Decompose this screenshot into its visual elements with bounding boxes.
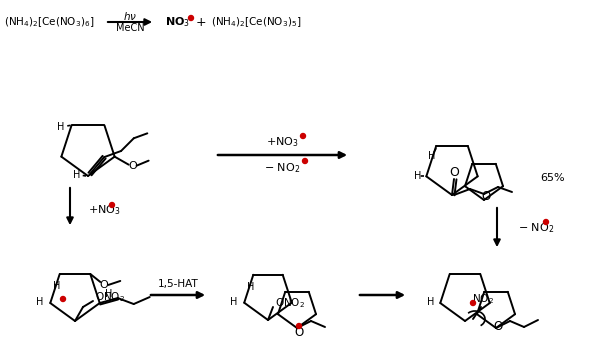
Text: H: H [247, 282, 254, 292]
Text: H: H [57, 122, 64, 132]
Text: O: O [128, 161, 137, 171]
Text: +NO$_3$: +NO$_3$ [88, 203, 121, 217]
Text: ONO$_2$: ONO$_2$ [95, 290, 125, 304]
Text: H: H [35, 297, 43, 307]
Text: H: H [53, 281, 61, 291]
Text: +: + [196, 15, 206, 29]
Text: H: H [428, 151, 436, 161]
Text: ONO$_2$: ONO$_2$ [275, 296, 305, 310]
Text: O: O [481, 190, 491, 202]
Text: O: O [99, 280, 107, 290]
Text: H: H [413, 171, 421, 181]
Text: MeCN: MeCN [116, 23, 145, 33]
Text: O: O [295, 327, 304, 340]
Text: H: H [73, 170, 80, 180]
Text: $-$ NO$_2$: $-$ NO$_2$ [518, 221, 554, 235]
Circle shape [61, 297, 65, 302]
Circle shape [301, 134, 305, 139]
Text: O: O [493, 320, 503, 332]
Text: O: O [449, 166, 459, 180]
Text: (NH$_4$)$_2$[Ce(NO$_3$)$_6$]: (NH$_4$)$_2$[Ce(NO$_3$)$_6$] [4, 15, 94, 29]
Circle shape [302, 159, 308, 164]
Text: 1,5-HAT: 1,5-HAT [158, 279, 199, 289]
Text: NO$_3$: NO$_3$ [165, 15, 190, 29]
Text: 65%: 65% [541, 173, 565, 183]
Circle shape [110, 202, 115, 207]
Circle shape [296, 323, 302, 328]
Text: NO$_2$: NO$_2$ [472, 292, 494, 306]
Text: h$\nu$: h$\nu$ [123, 10, 137, 22]
Text: H: H [230, 297, 237, 307]
Text: H: H [427, 297, 434, 307]
Circle shape [470, 301, 476, 306]
Circle shape [544, 220, 548, 225]
Circle shape [188, 15, 193, 20]
Text: (NH$_4$)$_2$[Ce(NO$_3$)$_5$]: (NH$_4$)$_2$[Ce(NO$_3$)$_5$] [211, 15, 301, 29]
Text: +NO$_3$: +NO$_3$ [266, 135, 298, 149]
Text: H: H [104, 289, 112, 299]
Text: $-$ NO$_2$: $-$ NO$_2$ [264, 161, 300, 175]
